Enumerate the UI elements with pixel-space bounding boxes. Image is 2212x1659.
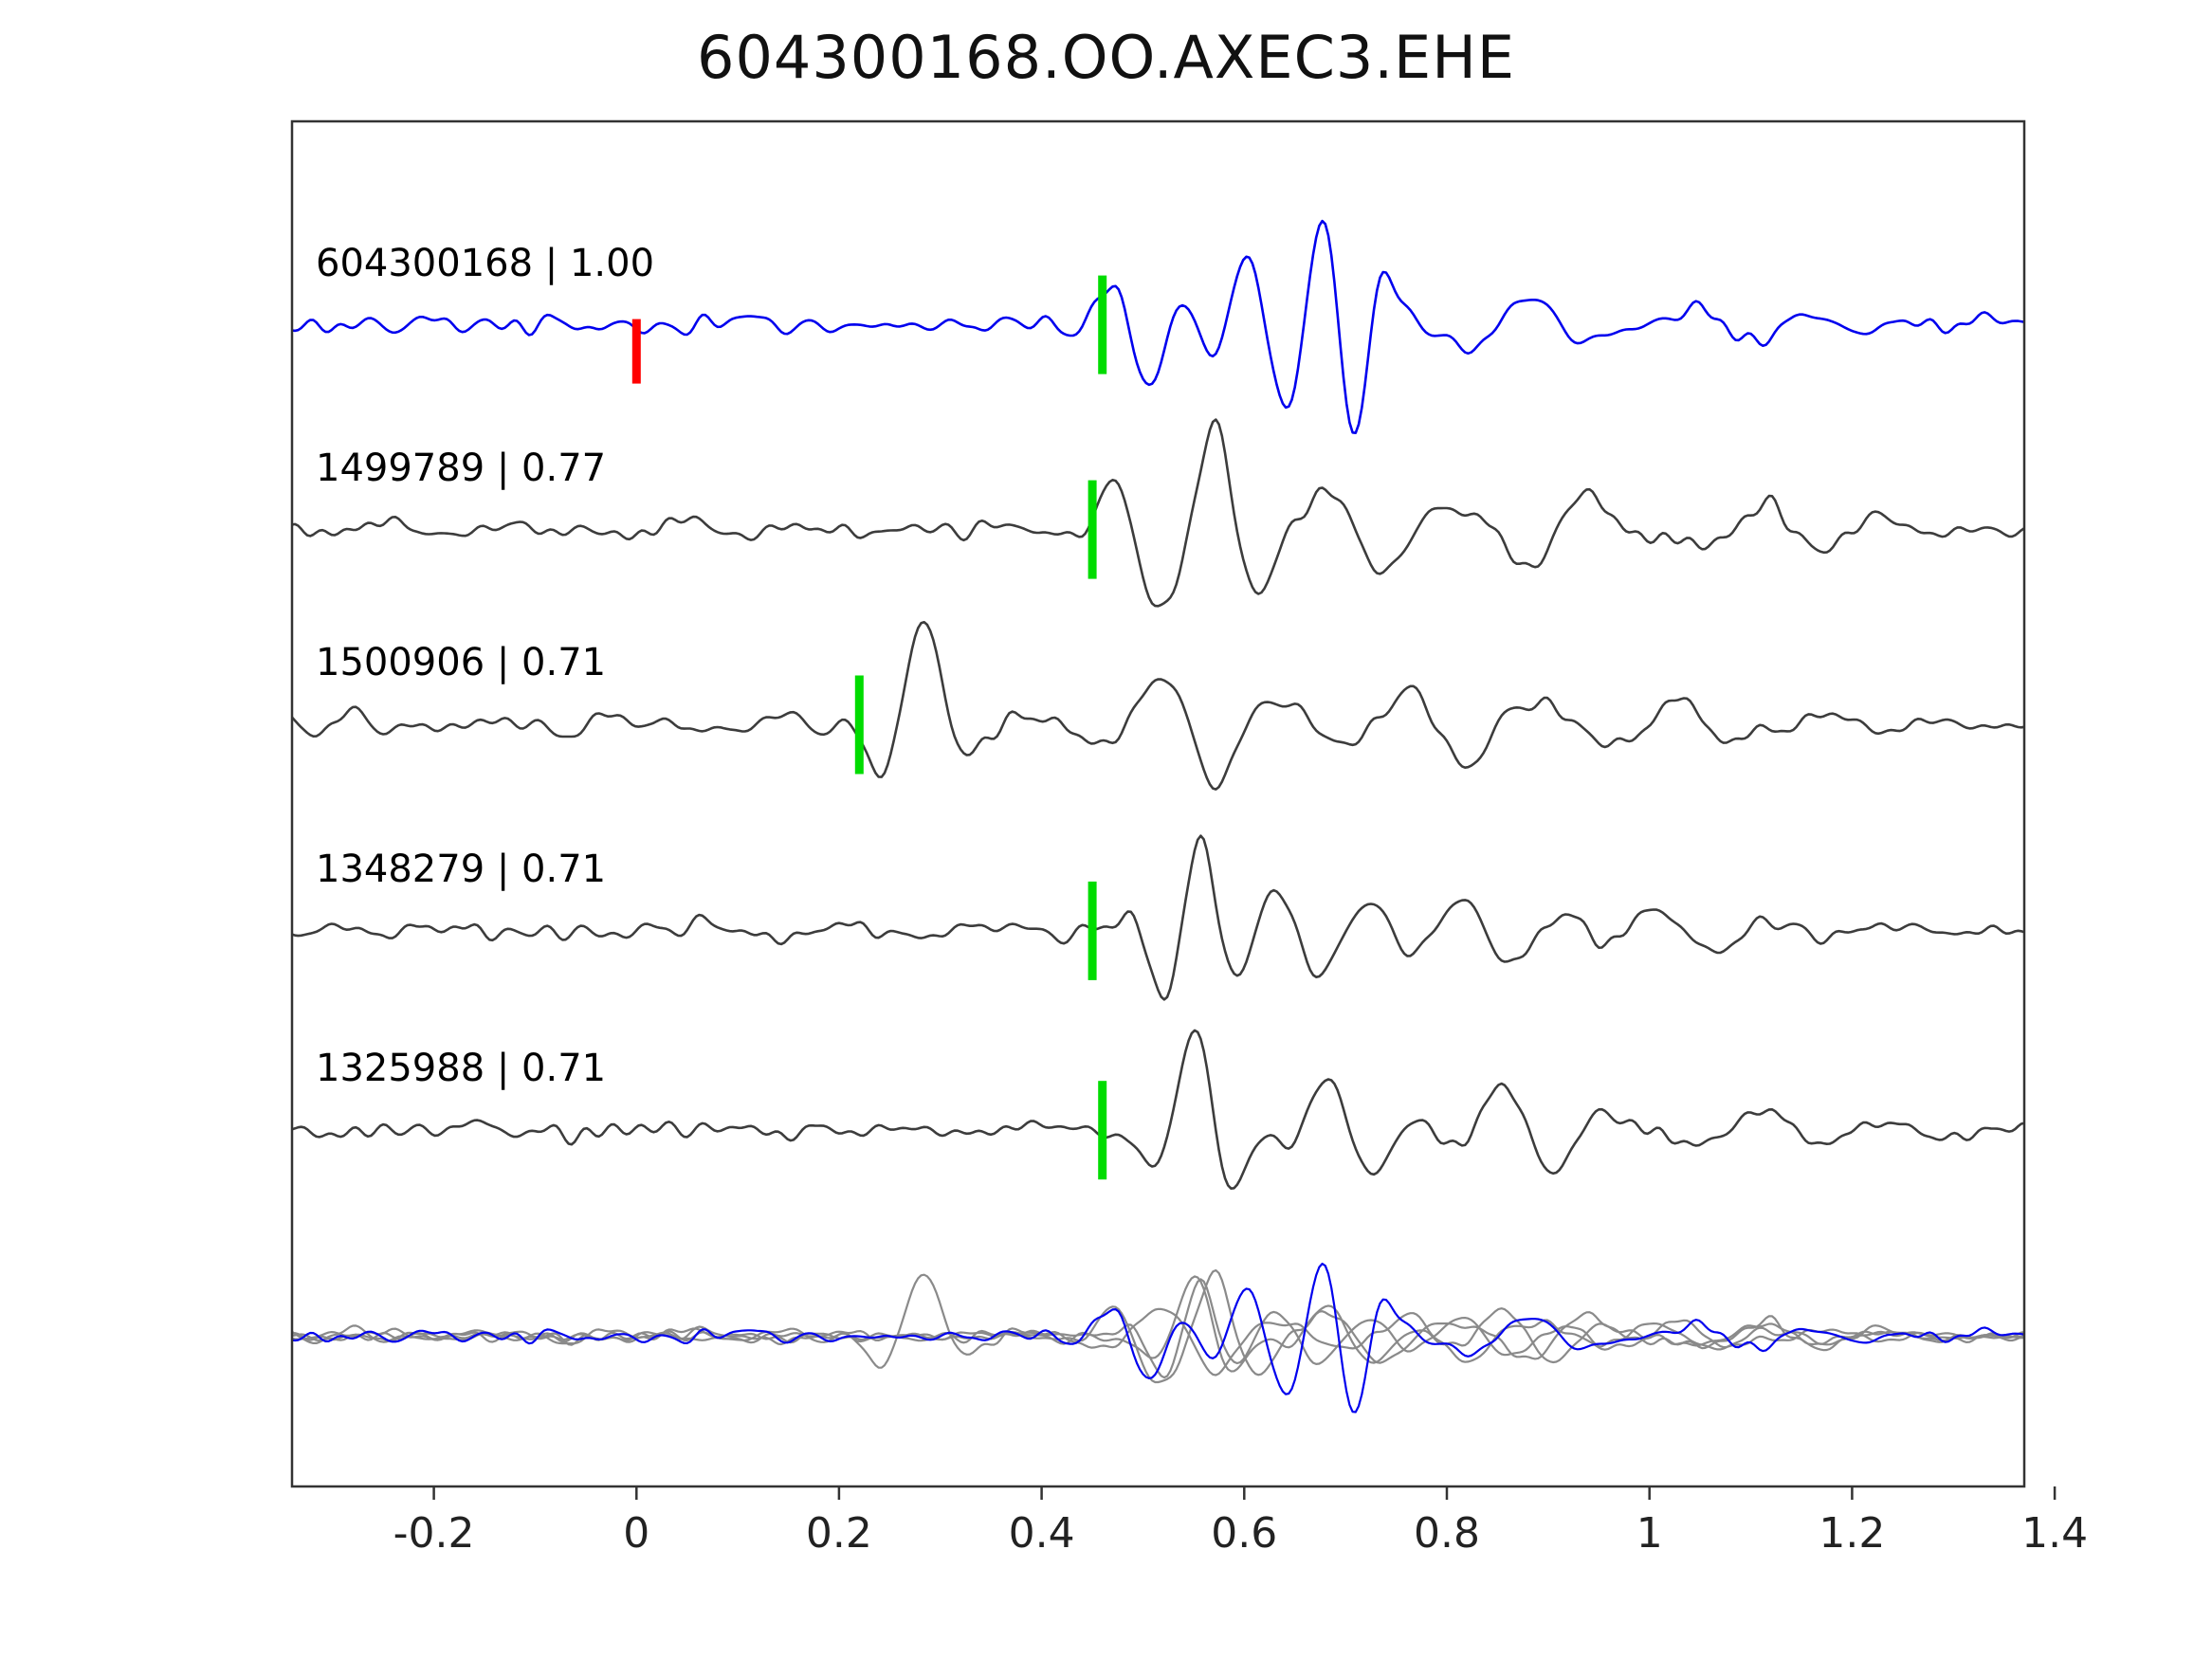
trace-label-604300168: 604300168 | 1.00 (316, 241, 655, 285)
pick-marker-604300168 (1098, 275, 1107, 374)
trace-604300168 (292, 219, 2024, 435)
traces-group (292, 219, 2024, 1413)
pick-marker-1325988 (1098, 1081, 1107, 1180)
x-tick-label: 1.2 (1819, 1509, 1886, 1558)
trace-1500906 (292, 620, 2024, 791)
pick-marker-1348279 (1088, 881, 1097, 980)
trace-label-1325988: 1325988 | 0.71 (316, 1047, 607, 1091)
x-tick-label: -0.2 (393, 1509, 475, 1558)
trace-label-1348279: 1348279 | 0.71 (316, 847, 607, 891)
x-tick-label: 0.6 (1211, 1509, 1278, 1558)
x-tick-label: 1 (1636, 1509, 1663, 1558)
plot-frame (290, 119, 2026, 1488)
trace-1325988 (292, 1029, 2024, 1190)
overlay-trace-604300168 (292, 1262, 2024, 1413)
chart-title: 604300168.OO.AXEC3.EHE (697, 23, 1515, 92)
x-tick-label: 0 (623, 1509, 650, 1558)
overlay-trace-1325988 (292, 1275, 2024, 1373)
origin-marker-604300168 (631, 319, 641, 384)
overlay-trace-1500906 (292, 1273, 2024, 1376)
trace-label-1500906: 1500906 | 0.71 (316, 641, 607, 685)
trace-1348279 (292, 834, 2024, 1001)
pick-marker-1500906 (854, 675, 864, 775)
x-tick-label: 1.4 (2021, 1509, 2089, 1558)
trace-label-1499789: 1499789 | 0.77 (316, 446, 607, 490)
trace-1499789 (292, 418, 2024, 608)
x-tick-label: 0.4 (1008, 1509, 1075, 1558)
overlay-trace-1348279 (292, 1278, 2024, 1379)
pick-marker-1499789 (1088, 480, 1097, 579)
x-tick-label: 0.8 (1414, 1509, 1480, 1558)
x-tick-label: 0.2 (805, 1509, 872, 1558)
